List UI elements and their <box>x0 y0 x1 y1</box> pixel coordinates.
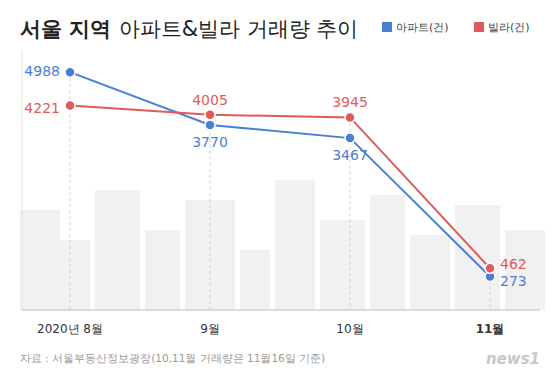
data-label: 3467 <box>332 147 368 163</box>
data-label: 3770 <box>192 134 228 150</box>
building <box>410 235 450 310</box>
data-label: 4988 <box>24 63 60 79</box>
building <box>145 230 180 310</box>
legend-label: 빌라(건) <box>488 21 530 34</box>
series-marker <box>205 120 215 130</box>
title-rest: 아파트&빌라 거래량 추이 <box>119 17 359 41</box>
building <box>60 240 90 310</box>
data-label: 4005 <box>192 92 228 108</box>
building <box>455 205 500 310</box>
data-label: 4221 <box>24 100 60 116</box>
data-label: 3945 <box>332 94 368 110</box>
chart-container: 서울 지역 아파트&빌라 거래량 추이 아파트(건) 빌라(건) 2020년 8월 9월… <box>0 0 560 377</box>
plot-marks <box>65 67 495 281</box>
series-line <box>70 72 490 276</box>
series-line <box>70 105 490 268</box>
title: 서울 지역 아파트&빌라 거래량 추이 <box>20 17 358 41</box>
background-city <box>20 180 545 310</box>
series-marker <box>485 263 495 273</box>
x-tick-label: 2020년 8월 <box>37 322 103 336</box>
legend: 아파트(건) 빌라(건) <box>382 21 530 34</box>
series-marker <box>65 100 75 110</box>
building <box>240 250 270 310</box>
watermark: news1 <box>486 350 540 368</box>
y-axis-line <box>22 50 23 310</box>
data-label: 462 <box>500 256 527 272</box>
source: 자료 : 서울부동산정보광장(10,11월 거래량은 11월16일 기준) <box>20 352 325 364</box>
legend-swatch <box>474 22 484 32</box>
building <box>275 180 315 310</box>
legend-label: 아파트(건) <box>396 21 449 34</box>
chart-svg: 서울 지역 아파트&빌라 거래량 추이 아파트(건) 빌라(건) 2020년 8월 9월… <box>0 0 560 377</box>
x-axis-line <box>22 310 540 311</box>
series-marker <box>205 110 215 120</box>
x-tick-label: 11월 <box>476 322 505 336</box>
building <box>370 195 405 310</box>
series-marker <box>65 67 75 77</box>
building <box>95 190 140 310</box>
legend-swatch <box>382 22 392 32</box>
title-bold: 서울 지역 <box>20 17 119 41</box>
building <box>320 220 365 310</box>
x-tick-label: 10월 <box>336 322 363 336</box>
x-tick-label: 9월 <box>200 322 220 336</box>
data-label: 273 <box>500 273 527 289</box>
building <box>20 210 60 310</box>
series-marker <box>345 112 355 122</box>
series-marker <box>345 133 355 143</box>
